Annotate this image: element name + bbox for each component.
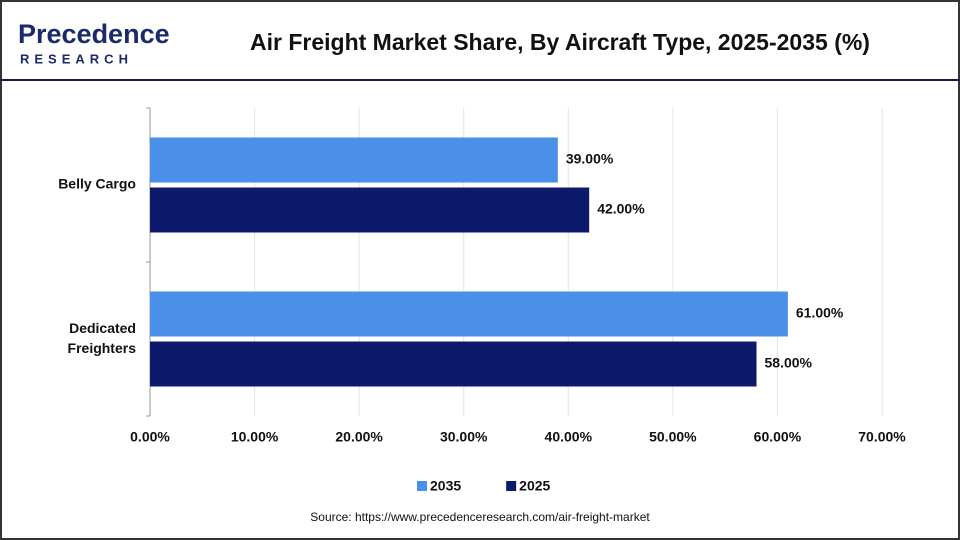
logo-tagline: RESEARCH [20, 51, 133, 66]
value-label: 58.00% [765, 355, 813, 371]
value-label: 61.00% [796, 305, 844, 321]
x-tick-label: 70.00% [858, 429, 906, 445]
legend-label: 2035 [430, 478, 461, 494]
x-tick-label: 0.00% [130, 429, 170, 445]
source: Source: https://www.precedenceresearch.c… [310, 510, 650, 524]
value-label: 42.00% [597, 201, 645, 217]
legend-label: 2025 [519, 478, 550, 494]
bar [150, 341, 757, 387]
logo-name: Precedence [18, 19, 170, 49]
bar [150, 291, 788, 337]
x-tick-label: 50.00% [649, 429, 697, 445]
bar [150, 187, 590, 233]
value-label: 39.00% [566, 151, 614, 167]
x-tick-label: 10.00% [231, 429, 279, 445]
chart-title: Air Freight Market Share, By Aircraft Ty… [250, 29, 870, 55]
legend-swatch [417, 481, 427, 491]
x-tick-label: 30.00% [440, 429, 488, 445]
x-tick-label: 40.00% [545, 429, 593, 445]
x-tick-label: 60.00% [754, 429, 802, 445]
y-tick-label: Belly Cargo [58, 176, 136, 192]
legend-swatch [506, 481, 517, 491]
bar [150, 137, 558, 183]
y-tick-label: Dedicated Freighters [64, 320, 137, 356]
x-tick-label: 20.00% [335, 429, 383, 445]
